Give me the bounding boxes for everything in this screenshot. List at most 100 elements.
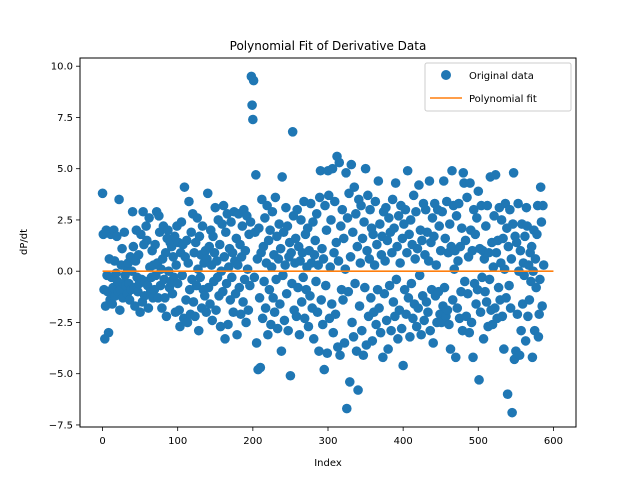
data-point — [392, 241, 402, 252]
data-point — [445, 344, 456, 354]
data-point — [240, 245, 251, 256]
data-point — [511, 237, 522, 248]
legend-marker-original-data — [441, 70, 451, 80]
x-tick-label: 300 — [318, 436, 337, 447]
data-point — [352, 241, 363, 252]
data-point — [400, 204, 411, 215]
data-point — [468, 352, 478, 363]
data-point — [504, 280, 514, 291]
data-point — [505, 303, 516, 313]
data-point — [431, 260, 442, 270]
data-point — [248, 114, 258, 125]
data-point — [439, 282, 450, 293]
data-point — [425, 325, 436, 336]
data-point — [338, 295, 348, 305]
data-point — [513, 198, 523, 209]
data-point — [393, 334, 403, 344]
data-point — [530, 254, 541, 264]
data-point — [424, 176, 435, 186]
data-point — [214, 239, 225, 250]
data-point — [311, 209, 322, 219]
data-point — [383, 344, 393, 354]
data-point — [233, 260, 243, 270]
data-point — [270, 192, 281, 203]
data-point — [286, 247, 296, 258]
data-point — [290, 233, 301, 244]
data-point — [143, 303, 154, 313]
data-point — [326, 215, 336, 225]
data-point — [356, 200, 366, 211]
data-point — [535, 182, 546, 192]
data-point — [211, 305, 221, 315]
data-point — [242, 264, 253, 274]
data-point — [136, 229, 146, 240]
data-point — [381, 315, 392, 326]
data-point — [114, 194, 124, 205]
data-point — [475, 307, 486, 318]
data-point — [405, 215, 416, 225]
data-point — [251, 338, 262, 348]
data-point — [399, 284, 410, 295]
data-point — [365, 204, 375, 215]
data-point — [160, 247, 171, 258]
data-point — [526, 241, 537, 252]
data-point — [470, 229, 481, 240]
data-point — [249, 272, 260, 283]
data-point — [414, 180, 424, 190]
data-point — [184, 196, 194, 207]
data-point — [503, 241, 514, 252]
data-point — [472, 284, 483, 295]
data-point — [107, 299, 118, 309]
data-point — [413, 303, 423, 313]
y-tick-label: 0.0 — [57, 267, 73, 278]
data-point — [434, 221, 445, 231]
data-point — [536, 217, 547, 227]
data-point — [406, 278, 417, 289]
data-point — [384, 213, 394, 223]
data-point — [220, 227, 231, 238]
data-point — [237, 221, 248, 231]
data-point — [157, 303, 167, 313]
data-point — [451, 211, 462, 221]
data-point — [498, 233, 508, 244]
data-point — [208, 231, 218, 242]
data-point — [331, 237, 342, 248]
data-point — [398, 360, 408, 371]
data-point — [329, 196, 340, 207]
data-point — [275, 299, 285, 309]
data-point — [493, 282, 504, 293]
data-point — [442, 305, 453, 315]
data-point — [444, 319, 454, 330]
data-point — [458, 168, 469, 178]
data-point — [318, 254, 329, 264]
data-point — [354, 301, 365, 311]
data-point — [265, 225, 275, 235]
data-point — [339, 338, 350, 348]
data-point — [523, 311, 533, 322]
legend-box — [424, 62, 572, 112]
data-point — [117, 243, 127, 254]
data-point — [499, 344, 509, 354]
data-point — [416, 329, 426, 340]
data-point — [194, 231, 205, 242]
data-point — [423, 256, 434, 266]
data-point — [217, 286, 228, 297]
data-point — [127, 206, 138, 217]
data-point — [183, 258, 194, 268]
data-point — [490, 303, 500, 313]
data-point — [367, 336, 378, 346]
data-point — [317, 243, 327, 254]
data-point — [181, 295, 191, 305]
data-point — [197, 221, 208, 231]
data-point — [319, 364, 330, 375]
data-point — [314, 192, 325, 203]
data-point — [396, 323, 407, 334]
data-point — [393, 211, 404, 221]
data-point — [248, 75, 259, 86]
data-point — [496, 215, 507, 225]
chart-title: Polynomial Fit of Derivative Data — [230, 39, 427, 53]
data-point — [471, 299, 481, 309]
data-point — [321, 225, 332, 235]
data-point — [172, 278, 183, 289]
data-point — [379, 288, 390, 299]
